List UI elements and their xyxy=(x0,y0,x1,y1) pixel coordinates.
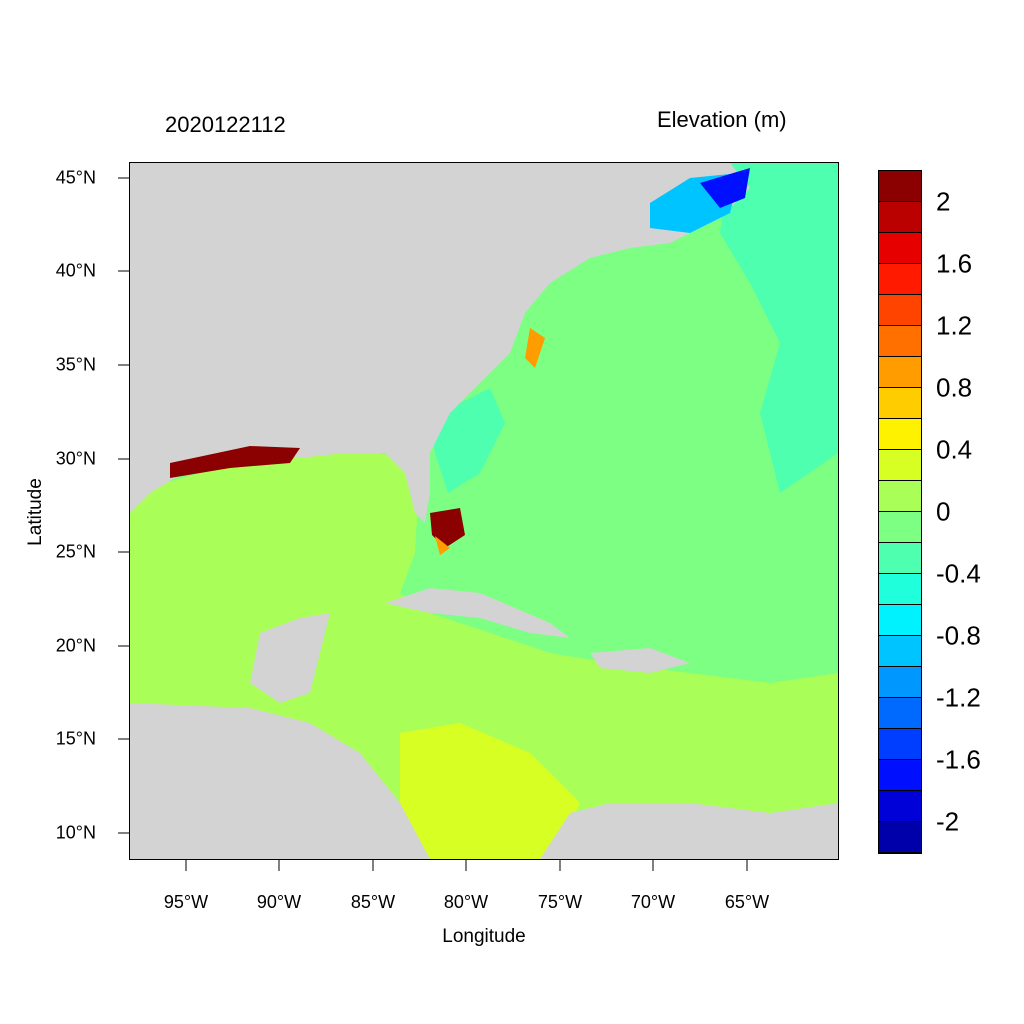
colorbar-segment xyxy=(879,729,921,760)
bay-of-fundy-low xyxy=(700,168,750,208)
colorbar-segment xyxy=(879,264,921,295)
colorbar-segment xyxy=(879,388,921,419)
colorbar-segment xyxy=(879,233,921,264)
plot-variable: Elevation (m) xyxy=(657,107,787,132)
colorbar-label: 0 xyxy=(936,496,951,527)
colorbar-segment xyxy=(879,667,921,698)
colorbar-segment xyxy=(879,450,921,481)
colorbar-label: 2 xyxy=(936,186,951,217)
colorbar xyxy=(878,170,922,854)
land-cuba xyxy=(385,588,570,638)
colorbar-segment xyxy=(879,357,921,388)
land-central-america xyxy=(130,703,430,859)
colorbar-segment xyxy=(879,760,921,791)
ytick-label: 15°N xyxy=(55,728,96,749)
xtick-label: 70°W xyxy=(630,892,676,912)
pamlico-sound xyxy=(525,328,545,368)
colorbar-segment xyxy=(879,295,921,326)
colorbar-segment xyxy=(879,512,921,543)
south-florida-surge-edge xyxy=(435,536,450,555)
colorbar-label: 1.6 xyxy=(936,248,973,279)
xtick-label: 95°W xyxy=(163,892,209,912)
xtick-label: 80°W xyxy=(443,892,489,912)
colorbar-segment xyxy=(879,543,921,574)
xtick-label: 90°W xyxy=(256,892,302,912)
colorbar-segment xyxy=(879,698,921,729)
colorbar-segment xyxy=(879,605,921,636)
ytick-label: 40°N xyxy=(55,260,96,281)
colorbar-label: -1.2 xyxy=(936,682,981,713)
ytick-label: 25°N xyxy=(55,541,96,562)
colorbar-segment xyxy=(879,822,921,853)
colorbar-label: -0.8 xyxy=(936,620,981,651)
map-svg xyxy=(130,163,838,859)
map-panel xyxy=(129,162,839,860)
land-yucatan xyxy=(250,613,330,703)
colorbar-segment xyxy=(879,202,921,233)
colorbar-segment xyxy=(879,481,921,512)
south-florida-surge xyxy=(430,508,465,548)
colorbar-label: 0.4 xyxy=(936,434,973,465)
xtick-label: 85°W xyxy=(350,892,396,912)
xtick-label: 75°W xyxy=(537,892,583,912)
x-axis-label: Longitude xyxy=(442,926,526,947)
ytick-label: 10°N xyxy=(55,822,96,843)
colorbar-label: -2 xyxy=(936,806,960,837)
colorbar-label: -0.4 xyxy=(936,558,981,589)
ytick-label: 20°N xyxy=(55,635,96,656)
colorbar-segment xyxy=(879,171,921,202)
land-north-america xyxy=(130,163,750,523)
colorbar-label: 1.2 xyxy=(936,310,973,341)
ytick-label: 30°N xyxy=(55,448,96,469)
ytick-label: 45°N xyxy=(55,167,96,188)
colorbar-segment xyxy=(879,419,921,450)
atlantic-eddy xyxy=(720,163,838,493)
sw-caribbean xyxy=(400,723,580,859)
colorbar-segment xyxy=(879,636,921,667)
colorbar-segment xyxy=(879,791,921,822)
ytick-label: 35°N xyxy=(55,354,96,375)
xtick-label: 65°W xyxy=(724,892,770,912)
plot-datetime: 2020122112 xyxy=(165,112,286,137)
land-south-america xyxy=(540,803,838,859)
colorbar-label: 0.8 xyxy=(936,372,973,403)
y-axis-label: Latitude xyxy=(25,478,46,546)
colorbar-segment xyxy=(879,326,921,357)
louisiana-surge xyxy=(170,446,300,478)
land-hispaniola xyxy=(590,648,690,673)
colorbar-label: -1.6 xyxy=(936,744,981,775)
colorbar-segment xyxy=(879,574,921,605)
